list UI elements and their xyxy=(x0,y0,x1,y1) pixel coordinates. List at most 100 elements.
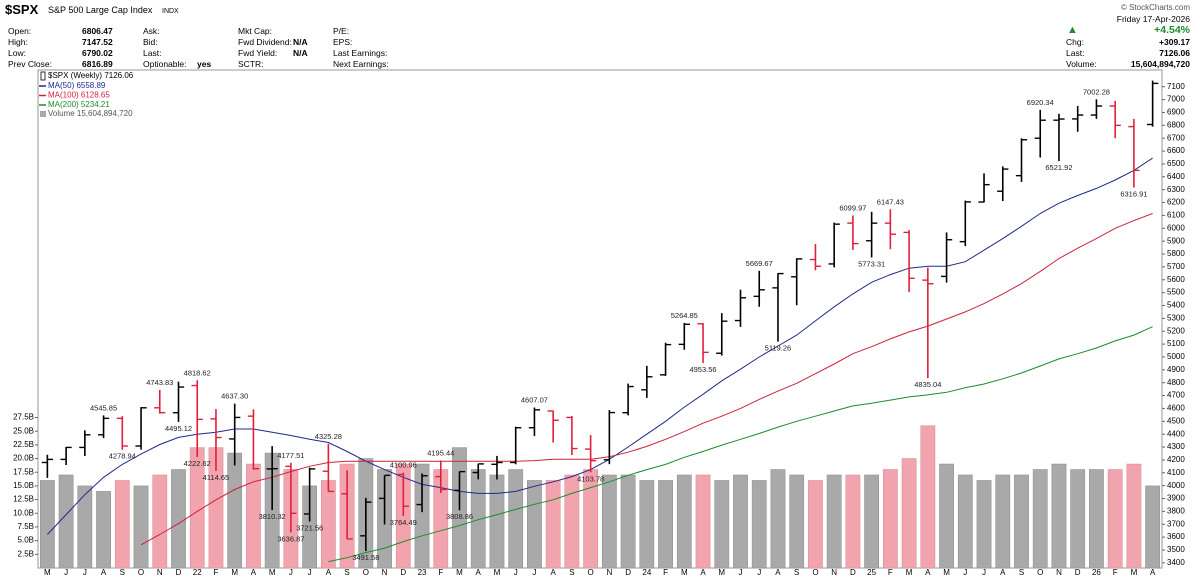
volume-bar xyxy=(39,480,55,569)
volume-bar xyxy=(976,480,992,569)
price-tick-label: 6000 xyxy=(1167,223,1185,232)
field-value: 15,604,894,720 xyxy=(1130,59,1190,69)
x-tick-label: D xyxy=(850,568,856,577)
price-tick-label: 6900 xyxy=(1167,108,1185,117)
volume-bar xyxy=(96,491,111,569)
price-tick-label: 4600 xyxy=(1167,404,1185,413)
field-label: Volume: xyxy=(1066,59,1097,69)
up-arrow: ▲ xyxy=(1067,24,1078,36)
plot-frame xyxy=(37,69,1163,569)
volume-tick-label: 20.0B xyxy=(13,454,34,463)
price-tick-label: 3900 xyxy=(1167,494,1185,503)
x-tick-label: D xyxy=(1075,568,1081,577)
field-value: 6806.47 xyxy=(82,26,113,36)
x-tick-label: M xyxy=(494,568,501,577)
field-label: Optionable: xyxy=(143,59,187,69)
volume-bar xyxy=(939,463,954,569)
x-tick-label: M xyxy=(1131,568,1138,577)
price-tick-label: 5800 xyxy=(1167,249,1185,258)
price-annotation: 5119.26 xyxy=(765,344,792,353)
field-label: Chg: xyxy=(1066,37,1084,47)
field-label: Ask: xyxy=(143,26,160,36)
volume-bar xyxy=(414,463,430,569)
x-tick-label: J xyxy=(289,568,293,577)
price-tick-label: 5000 xyxy=(1167,352,1185,361)
volume-bar xyxy=(601,474,617,569)
volume-bar xyxy=(826,474,842,569)
field-label: Last: xyxy=(143,48,162,58)
price-annotation: 7002.28 xyxy=(1083,87,1110,96)
x-tick-label: J xyxy=(532,568,536,577)
price-tick-label: 6300 xyxy=(1167,185,1185,194)
price-annotation: 4325.28 xyxy=(315,432,342,441)
x-tick-label: D xyxy=(176,568,182,577)
x-tick-label: 25 xyxy=(867,568,876,577)
price-tick-label: 5400 xyxy=(1167,301,1185,310)
x-tick-label: J xyxy=(963,568,967,577)
x-tick-label: A xyxy=(101,568,107,577)
price-tick-label: 5900 xyxy=(1167,236,1185,245)
price-tick-label: 4700 xyxy=(1167,391,1185,400)
legend-volume-icon xyxy=(40,111,46,117)
volume-bar xyxy=(920,425,936,569)
price-tick-label: 6800 xyxy=(1167,120,1185,129)
price-tick-label: 3600 xyxy=(1167,532,1185,541)
price-annotation: 6316.91 xyxy=(1120,189,1147,198)
price-annotation: 6920.34 xyxy=(1027,98,1054,107)
price-annotation: 5669.67 xyxy=(746,259,773,268)
volume-bar xyxy=(789,474,805,569)
volume-bar xyxy=(1051,463,1067,569)
volume-bar xyxy=(489,474,505,569)
volume-bar xyxy=(676,474,692,569)
price-tick-label: 3400 xyxy=(1167,558,1185,567)
volume-bar xyxy=(995,474,1011,569)
volume-bar xyxy=(845,474,861,569)
x-tick-label: M xyxy=(456,568,463,577)
x-tick-label: J xyxy=(83,568,87,577)
volume-bar xyxy=(882,469,898,569)
price-tick-label: 6600 xyxy=(1167,146,1185,155)
x-tick-label: M xyxy=(269,568,276,577)
exchange: INDX xyxy=(162,8,179,15)
price-tick-label: 7000 xyxy=(1167,95,1185,104)
volume-bar xyxy=(901,458,917,569)
x-tick-label: N xyxy=(157,568,163,577)
price-tick-label: 6700 xyxy=(1167,133,1185,142)
volume-tick-label: 17.5B xyxy=(13,467,34,476)
x-tick-label: O xyxy=(588,568,594,577)
field-label: Next Earnings: xyxy=(333,59,389,69)
price-annotation: 3764.49 xyxy=(390,518,417,527)
volume-bar xyxy=(864,474,880,569)
volume-bar xyxy=(545,480,561,569)
volume-tick-label: 10.0B xyxy=(13,508,34,517)
x-tick-label: O xyxy=(1037,568,1043,577)
x-tick-label: A xyxy=(1000,568,1006,577)
volume-bar xyxy=(227,452,243,569)
x-tick-label: A xyxy=(251,568,257,577)
moving-average xyxy=(47,157,1153,535)
index-name: S&P 500 Large Cap Index xyxy=(48,5,153,15)
price-annotation: 6147.43 xyxy=(877,197,904,206)
volume-tick-label: 27.5B xyxy=(13,413,34,422)
volume-tick-label: 5.0B xyxy=(18,536,34,545)
volume-bar xyxy=(564,474,580,569)
x-tick-label: S xyxy=(569,568,574,577)
field-label: SCTR: xyxy=(238,59,264,69)
legend-price: $SPX (Weekly) 7126.06 xyxy=(48,71,134,80)
field-label: Prev Close: xyxy=(8,59,52,69)
x-tick-label: O xyxy=(812,568,818,577)
price-annotation: 4637.30 xyxy=(221,392,248,401)
volume-bar xyxy=(1032,469,1048,569)
volume-bar xyxy=(808,480,823,569)
price-annotation: 4114.65 xyxy=(203,473,230,482)
x-tick-label: J xyxy=(757,568,761,577)
field-label: Fwd Dividend: xyxy=(238,37,292,47)
price-tick-label: 3700 xyxy=(1167,519,1185,528)
x-tick-label: 22 xyxy=(193,568,202,577)
price-tick-label: 4400 xyxy=(1167,429,1185,438)
price-tick-label: 4100 xyxy=(1167,468,1185,477)
x-tick-label: N xyxy=(831,568,837,577)
legend-price-icon xyxy=(40,71,46,81)
x-tick-label: D xyxy=(400,568,406,577)
volume-bar xyxy=(171,469,186,569)
